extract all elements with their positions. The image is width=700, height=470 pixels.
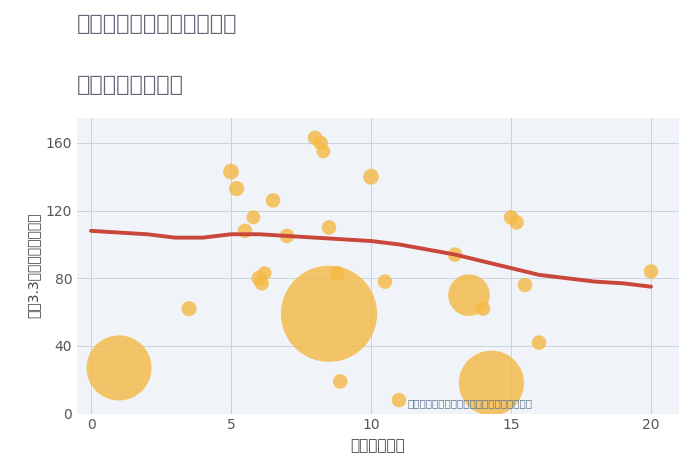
X-axis label: 駅距離（分）: 駅距離（分） [351, 438, 405, 453]
Point [318, 148, 329, 155]
Point [225, 168, 237, 175]
Point [256, 280, 267, 287]
Point [505, 213, 517, 221]
Point [519, 281, 531, 289]
Point [511, 219, 522, 226]
Point [231, 185, 242, 192]
Point [323, 224, 335, 231]
Point [645, 268, 657, 275]
Point [332, 269, 343, 277]
Point [253, 274, 265, 282]
Point [463, 291, 475, 299]
Point [393, 396, 405, 404]
Point [335, 378, 346, 385]
Point [477, 305, 489, 313]
Text: 円の大きさは、取引のあった物件面積を示す: 円の大きさは、取引のあった物件面積を示す [407, 399, 533, 408]
Text: 駅距離別土地価格: 駅距離別土地価格 [77, 75, 184, 95]
Point [248, 213, 259, 221]
Point [183, 305, 195, 313]
Point [267, 196, 279, 204]
Point [323, 310, 335, 318]
Point [281, 232, 293, 240]
Y-axis label: 坪（3.3㎡）単価（万円）: 坪（3.3㎡）単価（万円） [26, 213, 40, 318]
Point [449, 251, 461, 258]
Point [365, 173, 377, 180]
Point [486, 379, 497, 387]
Point [259, 269, 270, 277]
Point [113, 364, 125, 372]
Point [379, 278, 391, 285]
Text: 兵庫県西宮市名塩東久保の: 兵庫県西宮市名塩東久保の [77, 14, 237, 34]
Point [309, 134, 321, 141]
Point [239, 227, 251, 235]
Point [533, 339, 545, 346]
Point [315, 139, 326, 147]
